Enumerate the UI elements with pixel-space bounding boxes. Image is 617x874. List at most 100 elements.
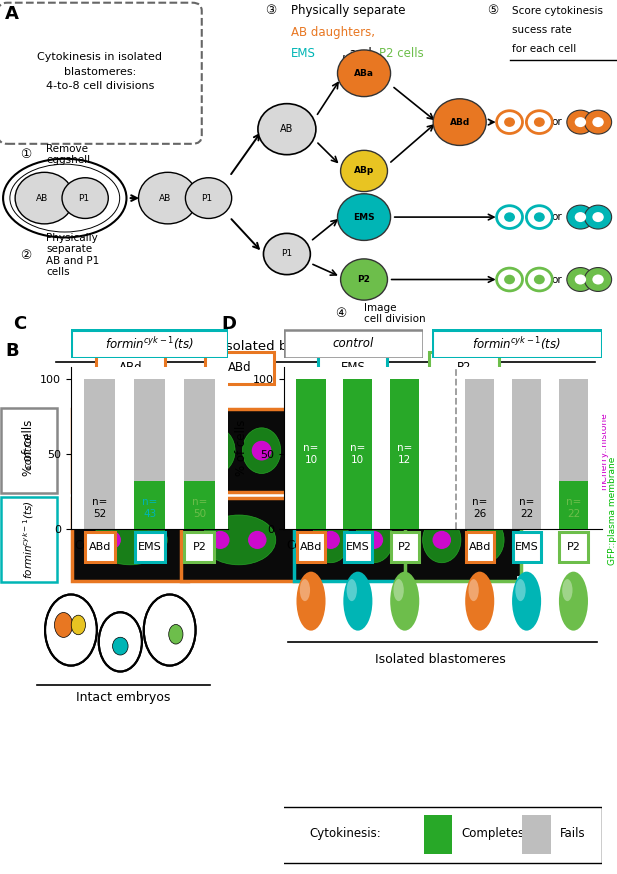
FancyBboxPatch shape [181, 498, 297, 581]
Text: n=
22: n= 22 [566, 497, 581, 518]
Ellipse shape [300, 579, 310, 601]
Text: ABd: ABd [119, 361, 143, 374]
Text: or: or [551, 274, 562, 285]
FancyBboxPatch shape [72, 498, 188, 581]
Text: control: control [24, 433, 34, 468]
Ellipse shape [476, 440, 496, 461]
Circle shape [504, 212, 515, 222]
Text: EMS: EMS [341, 361, 365, 374]
Ellipse shape [310, 427, 349, 474]
Bar [343, 379, 373, 529]
Bar [184, 379, 215, 529]
Text: P1: P1 [201, 194, 212, 203]
Text: , and: , and [342, 46, 376, 59]
Ellipse shape [211, 531, 230, 549]
Circle shape [497, 205, 523, 228]
FancyBboxPatch shape [71, 330, 228, 357]
FancyBboxPatch shape [294, 498, 410, 581]
Ellipse shape [97, 440, 117, 461]
Ellipse shape [394, 579, 404, 601]
Text: P2: P2 [398, 542, 412, 552]
Text: AB: AB [36, 194, 48, 203]
Text: for each cell: for each cell [512, 44, 576, 54]
Bar [297, 379, 326, 529]
Text: Intact embryos: Intact embryos [77, 691, 170, 704]
Text: EMS: EMS [353, 212, 375, 222]
Bar [512, 379, 541, 529]
FancyBboxPatch shape [1, 408, 57, 493]
Ellipse shape [562, 579, 573, 601]
FancyBboxPatch shape [466, 532, 494, 562]
Text: ABd: ABd [89, 542, 111, 552]
Text: P2: P2 [457, 361, 471, 374]
Ellipse shape [312, 517, 350, 563]
Ellipse shape [465, 572, 494, 631]
Text: n=
10: n= 10 [350, 443, 365, 465]
FancyBboxPatch shape [1, 497, 57, 582]
Text: EMS: EMS [291, 46, 316, 59]
FancyBboxPatch shape [96, 351, 165, 385]
Text: AB: AB [159, 194, 172, 203]
FancyBboxPatch shape [205, 351, 274, 385]
FancyBboxPatch shape [85, 532, 115, 562]
FancyBboxPatch shape [391, 532, 419, 562]
Ellipse shape [62, 177, 109, 218]
Ellipse shape [197, 427, 235, 474]
Text: P1: P1 [78, 194, 89, 203]
Y-axis label: % of cells: % of cells [234, 420, 247, 476]
Circle shape [99, 613, 142, 671]
Ellipse shape [143, 440, 163, 461]
Circle shape [592, 274, 604, 285]
Text: Cytokinesis in isolated
blastomeres:
4-to-8 cell divisions: Cytokinesis in isolated blastomeres: 4-t… [38, 52, 162, 92]
Text: ABd: ABd [228, 361, 251, 374]
Ellipse shape [365, 440, 385, 461]
Text: Isolated blastomeres (26°C): Isolated blastomeres (26°C) [222, 340, 408, 353]
Bar [522, 815, 551, 854]
Circle shape [584, 267, 611, 291]
FancyBboxPatch shape [318, 351, 387, 385]
Text: ④: ④ [335, 307, 346, 320]
Ellipse shape [515, 579, 526, 601]
Circle shape [497, 111, 523, 134]
FancyBboxPatch shape [344, 532, 372, 562]
Circle shape [526, 268, 552, 291]
Text: Cell:: Cell: [74, 539, 100, 552]
FancyBboxPatch shape [405, 498, 521, 581]
Y-axis label: % of cells: % of cells [22, 420, 35, 476]
Circle shape [341, 150, 387, 191]
Text: formin$^{cyk-1}$(ts): formin$^{cyk-1}$(ts) [472, 335, 561, 352]
Text: AB daughters,: AB daughters, [291, 26, 375, 39]
Text: EMS: EMS [515, 542, 539, 552]
FancyBboxPatch shape [72, 409, 188, 492]
Ellipse shape [343, 572, 373, 631]
Text: Cell:: Cell: [287, 539, 313, 552]
Circle shape [337, 194, 391, 240]
Text: P2: P2 [358, 275, 370, 284]
Text: or: or [551, 117, 562, 127]
Bar [424, 815, 452, 854]
Ellipse shape [347, 579, 357, 601]
Text: or: or [551, 212, 562, 222]
Circle shape [337, 50, 391, 97]
Bar [134, 379, 165, 529]
Text: ABd: ABd [450, 118, 470, 127]
Bar [297, 379, 326, 529]
Ellipse shape [134, 427, 172, 474]
Circle shape [45, 594, 97, 666]
Text: ABa: ABa [354, 69, 374, 78]
Ellipse shape [88, 427, 126, 474]
Ellipse shape [71, 615, 86, 635]
Circle shape [526, 205, 552, 228]
Ellipse shape [390, 572, 420, 631]
Text: Completes: Completes [462, 827, 525, 840]
Circle shape [534, 274, 545, 284]
Ellipse shape [168, 625, 183, 644]
Text: Score cytokinesis: Score cytokinesis [512, 6, 603, 16]
Text: n=
43: n= 43 [142, 497, 157, 518]
Circle shape [574, 117, 586, 127]
Text: ①: ① [20, 149, 31, 161]
Text: Physically
separate
AB and P1
cells: Physically separate AB and P1 cells [46, 232, 99, 277]
Bar [134, 481, 165, 529]
Circle shape [592, 212, 604, 222]
Ellipse shape [54, 613, 73, 637]
